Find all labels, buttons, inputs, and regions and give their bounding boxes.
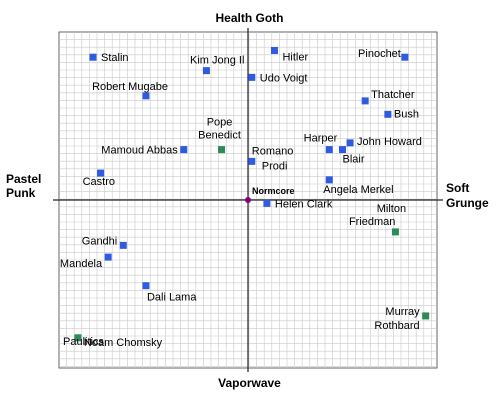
label-pinochet: Pinochet <box>358 48 401 60</box>
point-mandela <box>104 253 112 261</box>
point-stalin <box>89 53 97 61</box>
label-hitler: Hitler <box>282 51 308 63</box>
label-mamoud-abbas: Mamoud Abbas <box>101 145 178 157</box>
label-romano-prodi-line2: Prodi <box>262 160 288 172</box>
point-john-howard <box>346 139 354 147</box>
label-thatcher: Thatcher <box>371 89 415 101</box>
point-hitler <box>270 46 278 54</box>
point-murray-rothbard <box>422 312 430 320</box>
label-robert-mugabe: Robert Mugabe <box>92 81 168 93</box>
point-thatcher <box>361 97 369 105</box>
point-dali-lama <box>142 282 150 290</box>
point-angela-merkel <box>325 176 333 184</box>
label-noam-chomsky: Noam Chomsky <box>84 337 163 349</box>
label-castro: Castro <box>83 176 115 188</box>
label-murray-rothbard-line1: Murray <box>385 306 420 318</box>
point-romano-prodi <box>248 157 256 165</box>
label-kim-jong-il: Kim Jong Il <box>190 55 244 67</box>
label-milton-friedman-line1: Milton <box>377 203 406 215</box>
point-bush <box>384 110 392 118</box>
watermark-text: Paulitics <box>63 336 104 348</box>
label-harper: Harper <box>304 133 338 145</box>
point-noam-chomsky <box>74 334 82 342</box>
point-blair <box>339 146 346 154</box>
label-stalin: Stalin <box>101 52 129 64</box>
axis-word-right-line1: Soft <box>446 181 470 195</box>
label-dali-lama: Dali Lama <box>147 292 197 304</box>
label-blair: Blair <box>343 154 365 166</box>
point-pinochet <box>401 53 409 61</box>
label-pope-benedict-line2: Benedict <box>198 130 241 142</box>
point-castro <box>97 169 105 177</box>
point-milton-friedman <box>391 228 399 236</box>
label-milton-friedman-line2: Friedman <box>349 216 395 228</box>
point-robert-mugabe <box>142 92 150 100</box>
point-harper <box>325 146 333 154</box>
label-angela-merkel: Angela Merkel <box>323 184 393 196</box>
point-helen-clark <box>263 199 271 207</box>
axis-word-right-line2: Grunge <box>446 196 489 210</box>
axis-word-bottom: Vaporwave <box>218 376 281 390</box>
label-bush: Bush <box>394 108 419 120</box>
label-pope-benedict-line1: Pope <box>207 117 233 129</box>
label-gandhi: Gandhi <box>82 235 117 247</box>
axis-word-top: Health Goth <box>215 11 284 25</box>
axis-word-left-line1: Pastel <box>6 172 42 186</box>
axis-word-left-line2: Punk <box>6 186 36 200</box>
point-udo-voigt <box>248 73 256 81</box>
point-mamoud-abbas <box>180 146 188 154</box>
point-gandhi <box>119 241 127 249</box>
point-kim-jong-il <box>202 67 210 75</box>
label-romano-prodi-line1: Romano <box>252 145 294 157</box>
label-murray-rothbard-line2: Rothbard <box>374 320 419 332</box>
label-udo-voigt: Udo Voigt <box>260 72 308 84</box>
label-john-howard: John Howard <box>357 136 422 148</box>
center-label: Normcore <box>252 186 295 196</box>
center-point <box>245 197 251 203</box>
label-mandela: Mandela <box>60 258 103 270</box>
label-helen-clark: Helen Clark <box>275 198 333 210</box>
point-pope-benedict <box>218 146 226 154</box>
